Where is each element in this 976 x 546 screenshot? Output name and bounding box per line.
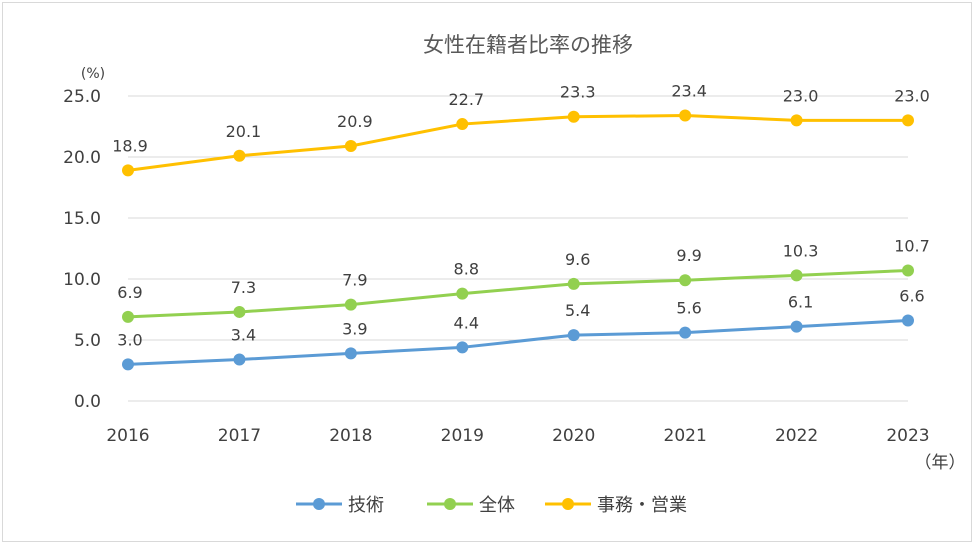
data-point: [122, 164, 134, 177]
data-label: 7.9: [342, 271, 367, 290]
y-tick-label: 25.0: [63, 87, 101, 107]
data-label: 22.7: [448, 90, 484, 109]
data-label: 9.9: [676, 246, 701, 265]
data-labels: 3.0 3.4 3.9 4.4 5.4 5.6 6.1 6.6 6.9 7.3 7.9 8.8 9.6 9…: [112, 82, 930, 350]
x-axis-unit: （年）: [915, 453, 966, 473]
data-label: 23.4: [671, 82, 707, 101]
data-label: 23.3: [560, 83, 596, 102]
x-tick-label: 2021: [664, 426, 707, 446]
data-label: 3.9: [342, 319, 367, 338]
data-label: 20.9: [337, 112, 373, 131]
data-label: 23.0: [783, 86, 819, 105]
x-axis-ticks: 2016 2017 2018 2019 2020 2021 2022 2023: [106, 426, 929, 446]
data-point: [233, 353, 246, 366]
gridlines: [128, 95, 908, 402]
legend-swatch-marker: [313, 498, 325, 510]
data-label: 5.4: [565, 301, 590, 320]
y-axis-ticks: 0.0 5.0 10.0 15.0 20.0 25.0: [63, 87, 101, 412]
data-point: [790, 320, 803, 333]
data-label: 4.4: [454, 313, 479, 332]
chart-title: 女性在籍者比率の推移: [423, 33, 633, 57]
x-tick-label: 2019: [441, 426, 484, 446]
data-label: 3.0: [117, 330, 142, 349]
legend: 技術 全体 事務・営業: [296, 495, 687, 516]
y-axis-unit: (%): [81, 66, 105, 82]
data-label: 18.9: [112, 136, 148, 155]
data-point: [567, 277, 580, 290]
data-point: [122, 310, 134, 323]
data-point: [679, 326, 692, 339]
data-label: 7.3: [231, 278, 256, 297]
data-point: [902, 314, 914, 327]
data-point: [456, 287, 469, 300]
data-point: [122, 358, 134, 371]
data-point: [344, 298, 357, 311]
data-point: [233, 305, 246, 318]
data-point: [344, 140, 357, 153]
series-line: [127, 114, 908, 172]
y-tick-label: 5.0: [74, 331, 101, 351]
data-label: 10.3: [783, 241, 819, 260]
data-point: [456, 341, 469, 354]
x-tick-label: 2020: [552, 426, 595, 446]
x-tick-label: 2017: [218, 426, 261, 446]
y-tick-label: 0.0: [74, 392, 101, 412]
legend-swatch-marker: [562, 498, 574, 510]
legend-label: 技術: [348, 495, 384, 516]
legend-label: 全体: [479, 495, 515, 516]
data-point: [790, 114, 803, 127]
data-label: 10.7: [894, 236, 930, 255]
data-label: 6.9: [117, 283, 142, 302]
data-label: 8.8: [454, 260, 479, 279]
data-point: [902, 264, 914, 277]
x-tick-label: 2018: [329, 426, 372, 446]
x-tick-label: 2022: [775, 426, 818, 446]
x-tick-label: 2016: [106, 426, 149, 446]
y-tick-label: 10.0: [63, 270, 101, 290]
data-label: 9.6: [565, 250, 590, 269]
y-tick-label: 15.0: [63, 209, 101, 229]
data-label: 5.6: [676, 299, 701, 318]
data-label: 6.6: [899, 286, 924, 305]
data-label: 3.4: [231, 326, 256, 345]
legend-swatch-marker: [444, 498, 456, 510]
data-label: 23.0: [894, 86, 930, 105]
series-line: [127, 268, 909, 319]
data-point: [679, 274, 692, 287]
data-label: 20.1: [226, 122, 262, 141]
x-tick-label: 2023: [886, 426, 929, 446]
data-point: [344, 347, 357, 360]
data-label: 6.1: [788, 293, 813, 312]
legend-label: 事務・営業: [597, 495, 687, 516]
data-point: [567, 329, 580, 342]
data-point: [902, 114, 914, 127]
series-line: [127, 318, 909, 366]
y-tick-label: 20.0: [63, 148, 101, 168]
data-point: [567, 110, 580, 123]
series-lines: [122, 109, 914, 371]
data-point: [679, 109, 692, 122]
data-point: [790, 269, 803, 282]
data-point: [233, 149, 246, 162]
data-point: [456, 118, 469, 131]
